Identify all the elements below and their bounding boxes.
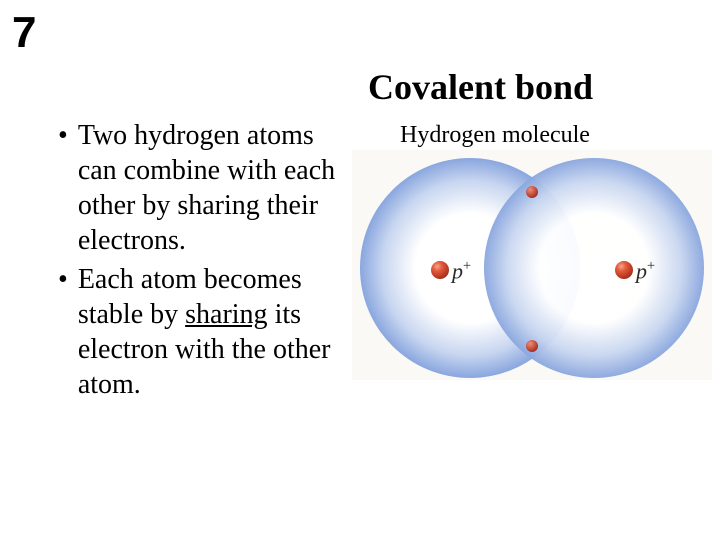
bullet-list: • Two hydrogen atoms can combine with ea… [58,118,358,406]
electron-top [526,186,538,198]
proton-left [431,261,449,279]
bullet-text: Each atom becomes stable by sharing its … [78,262,358,402]
bullet-dot-icon: • [58,262,78,402]
electron-bottom [526,340,538,352]
hydrogen-molecule-diagram: p+ p+ [352,150,712,380]
blank-answer: sharing [185,299,267,330]
slide-number: 7 [12,8,36,58]
bullet-dot-icon: • [58,118,78,258]
slide-title: Covalent bond [368,66,593,108]
bullet-item: • Each atom becomes stable by sharing it… [58,262,358,402]
bullet-text: Two hydrogen atoms can combine with each… [78,118,358,258]
proton-right [615,261,633,279]
diagram-label: Hydrogen molecule [400,122,590,149]
proton-label-left: p+ [452,258,471,284]
proton-label-right: p+ [636,258,655,284]
bullet-item: • Two hydrogen atoms can combine with ea… [58,118,358,258]
electron-cloud-right [484,158,704,378]
molecule-svg [352,150,712,380]
